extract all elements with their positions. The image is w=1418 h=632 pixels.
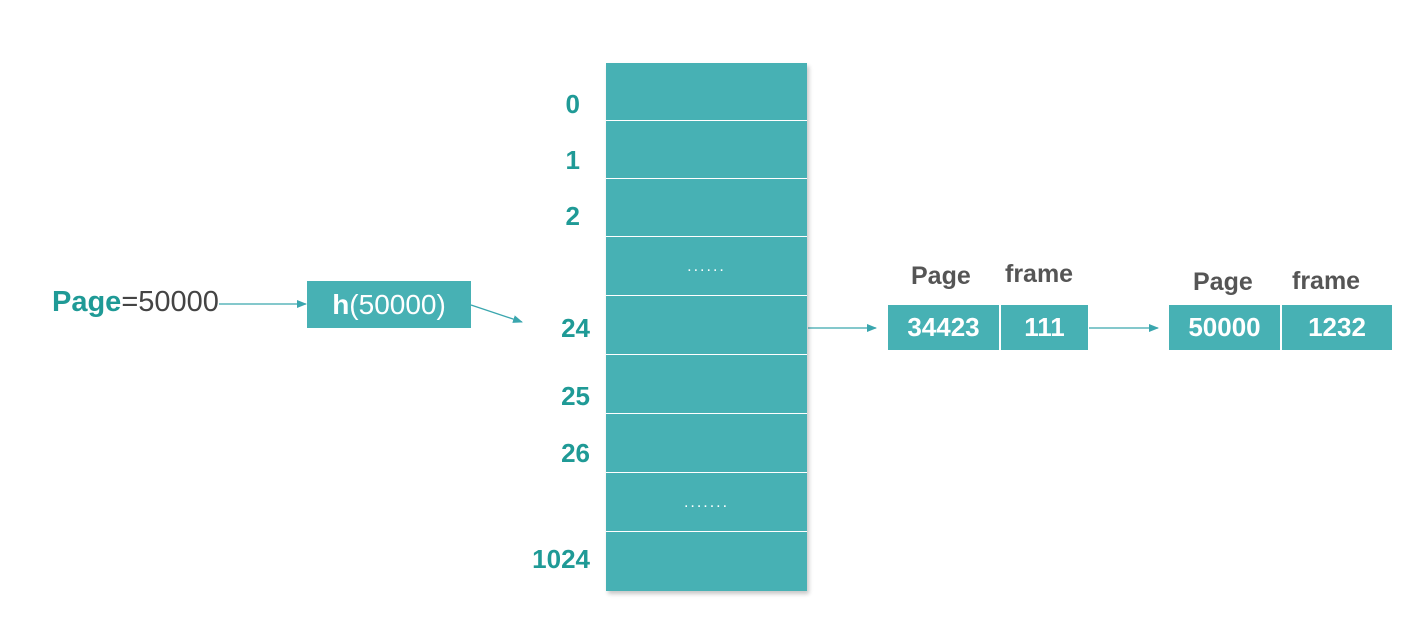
node1-frame-header: frame — [1005, 260, 1074, 288]
node2-frame-header: frame — [1292, 267, 1361, 295]
hash-table: ...... ....... — [606, 63, 807, 591]
slot-index-25: 25 — [561, 381, 590, 411]
node2-frame-cell: 1232 — [1282, 305, 1392, 350]
slot-content: ...... — [687, 257, 726, 275]
table-slot — [606, 533, 807, 591]
node1-page-cell: 34423 — [888, 305, 999, 350]
table-slot — [606, 121, 807, 179]
slot-index-2: 2 — [565, 201, 580, 231]
table-slot-ellipsis: ...... — [606, 238, 807, 296]
table-slot-ellipsis: ....... — [606, 474, 807, 532]
slot-index-0: 0 — [565, 89, 580, 119]
node2-page-header: Page — [1193, 268, 1253, 296]
input-value: =50000 — [121, 286, 219, 318]
slot-index-24: 24 — [561, 313, 590, 343]
table-slot — [606, 179, 807, 237]
input-keyword: Page — [52, 286, 122, 318]
input-page-label: Page=50000 — [52, 286, 219, 319]
slot-index-1024: 1024 — [532, 544, 590, 574]
hash-fn-arg: (50000) — [349, 288, 446, 320]
node1-frame-cell: 111 — [1001, 305, 1088, 350]
slot-content: ....... — [683, 493, 730, 511]
table-slot — [606, 356, 807, 414]
slot-index-1: 1 — [565, 145, 580, 175]
arrow-hash-to-slot — [470, 304, 523, 323]
hash-fn-name: h — [332, 288, 350, 320]
node2-page-cell: 50000 — [1169, 305, 1280, 350]
slot-index-26: 26 — [561, 438, 590, 468]
table-slot — [606, 415, 807, 473]
table-slot — [606, 63, 807, 121]
table-slot — [606, 297, 807, 355]
node1-page-header: Page — [911, 262, 971, 290]
hash-function-box: h (50000) — [307, 281, 471, 328]
